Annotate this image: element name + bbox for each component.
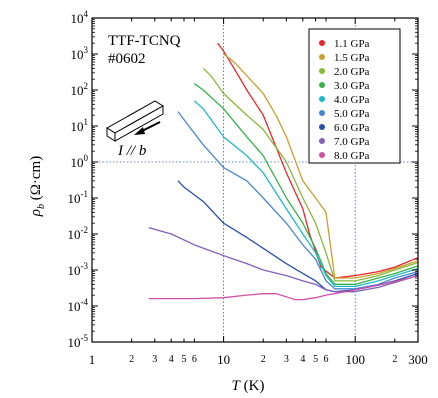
x-tick-label-0: 1 xyxy=(89,352,96,367)
series-line-0 xyxy=(217,42,419,279)
x-tick-label-2: 3 xyxy=(152,354,157,365)
legend-label-8: 8.0 GPa xyxy=(334,150,370,162)
y-axis-unit: (Ω·cm) xyxy=(28,156,44,200)
x-tick-label-8: 3 xyxy=(284,354,289,365)
x-tick-label-6: 10 xyxy=(217,352,230,367)
legend-label-5: 5.0 GPa xyxy=(334,108,370,120)
annotation-current-direction: I // b xyxy=(117,143,147,159)
y-tick-label-9: 104 xyxy=(71,9,89,26)
x-tick-label-9: 4 xyxy=(300,354,305,365)
legend-marker-7 xyxy=(319,138,325,144)
y-tick-label-3: 10-2 xyxy=(68,225,89,242)
y-tick-label-7: 102 xyxy=(71,81,89,98)
y-tick-label-6: 101 xyxy=(71,117,89,134)
legend-label-6: 6.0 GPa xyxy=(334,122,370,134)
x-axis-title: T (K) xyxy=(232,378,265,394)
sample-bar-icon xyxy=(106,100,164,142)
legend-marker-6 xyxy=(319,124,325,130)
legend-marker-1 xyxy=(319,54,325,60)
y-axis-symbol: ρ xyxy=(28,209,44,217)
current-arrow-icon xyxy=(134,121,161,135)
y-tick-label-8: 103 xyxy=(71,45,89,62)
legend-marker-0 xyxy=(319,40,325,46)
legend-marker-2 xyxy=(319,68,325,74)
x-tick-label-10: 5 xyxy=(313,354,318,365)
series-line-5 xyxy=(177,111,419,290)
legend-label-7: 7.0 GPa xyxy=(334,136,370,148)
y-tick-label-1: 10-4 xyxy=(68,297,89,314)
y-tick-label-4: 10-1 xyxy=(68,189,89,206)
x-tick-label-3: 4 xyxy=(169,354,174,365)
legend-label-1: 1.5 GPa xyxy=(334,52,370,64)
legend-marker-5 xyxy=(319,110,325,116)
series-line-2 xyxy=(202,67,419,282)
legend-marker-3 xyxy=(319,82,325,88)
y-tick-label-2: 10-3 xyxy=(68,261,89,278)
x-tick-label-1: 2 xyxy=(129,354,134,365)
legend-label-2: 2.0 GPa xyxy=(334,66,370,78)
x-axis-unit: (K) xyxy=(244,378,265,394)
legend-label-3: 3.0 GPa xyxy=(334,80,370,92)
series-line-1 xyxy=(223,53,419,279)
annotation-sample: TTF-TCNQ xyxy=(108,33,181,49)
x-axis-symbol: T xyxy=(232,378,242,394)
y-axis-title: ρb (Ω·cm) xyxy=(28,156,47,217)
legend: 1.1 GPa 1.5 GPa 2.0 GPa 3.0 GPa 4.0 GPa 5.0 G… xyxy=(319,38,370,162)
x-tick-label-12: 100 xyxy=(345,352,365,367)
legend-label-4: 4.0 GPa xyxy=(334,94,370,106)
annotation-sample-id: #0602 xyxy=(108,51,146,67)
x-tick-label-4: 5 xyxy=(181,354,186,365)
x-tick-label-13: 2 xyxy=(392,354,397,365)
legend-label-0: 1.1 GPa xyxy=(334,38,370,50)
series-lines xyxy=(148,42,419,301)
legend-marker-8 xyxy=(319,152,325,158)
x-tick-label-7: 2 xyxy=(261,354,266,365)
series-line-7 xyxy=(148,227,419,293)
x-tick-label-11: 6 xyxy=(324,354,329,365)
x-tick-label-5: 6 xyxy=(192,354,197,365)
series-line-3 xyxy=(194,83,419,285)
series-line-8 xyxy=(148,275,419,301)
y-tick-label-0: 10-5 xyxy=(68,333,89,350)
y-axis-subscript: b xyxy=(36,204,47,209)
legend-marker-4 xyxy=(319,96,325,102)
y-tick-label-5: 100 xyxy=(71,153,89,170)
axis-ticks: 1 2 3 4 5 6 10 2 3 4 5 6 100 2 30010-510-410-310-210-1… xyxy=(68,9,428,367)
x-tick-label-14: 300 xyxy=(408,352,428,367)
series-line-4 xyxy=(193,100,419,288)
plot-frame xyxy=(91,17,419,343)
